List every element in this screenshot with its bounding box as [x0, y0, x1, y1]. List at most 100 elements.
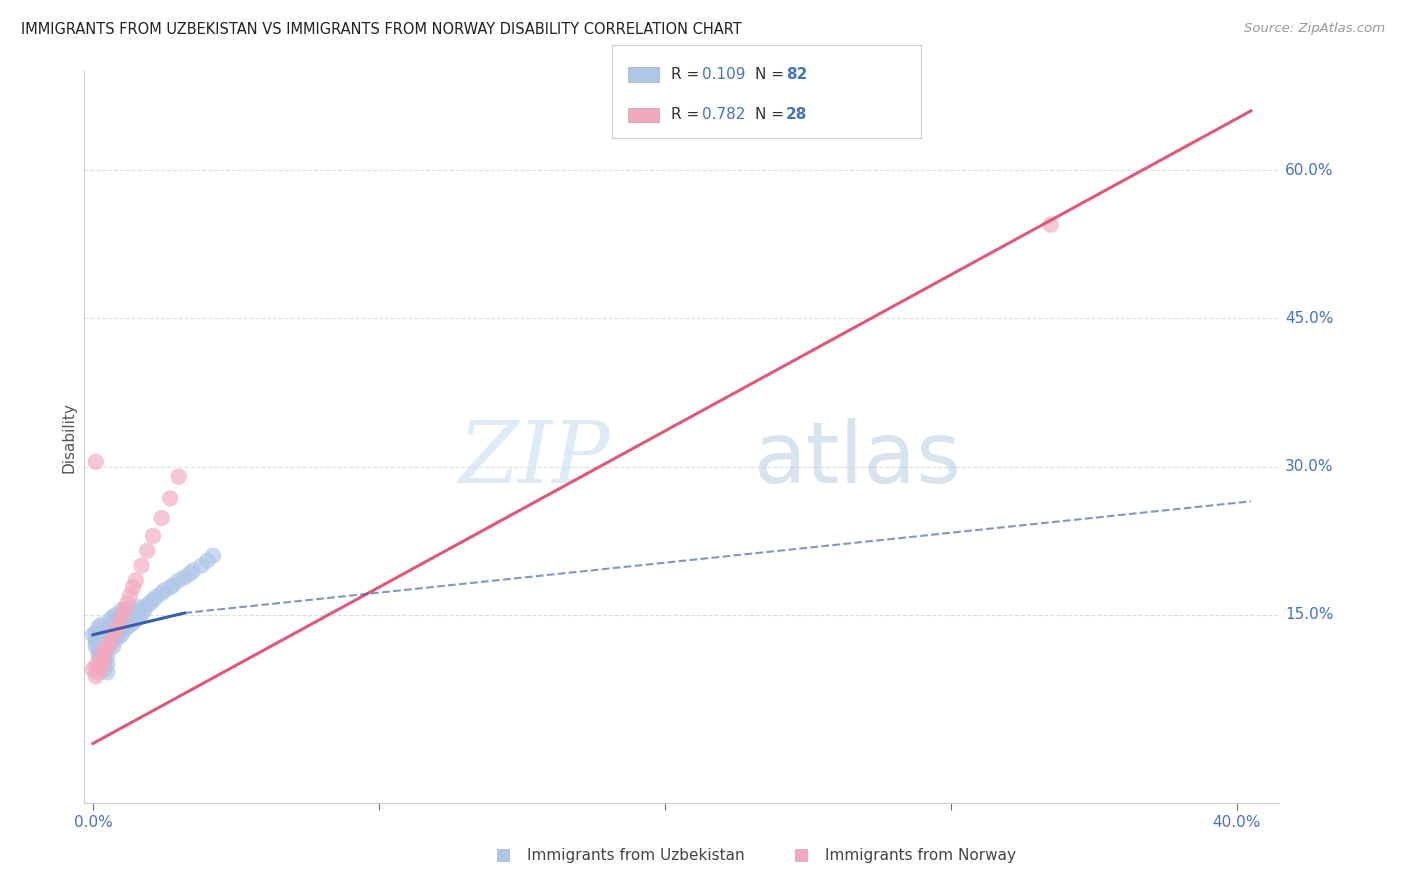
- Point: [84, 632, 107, 646]
- Point: [90, 638, 112, 652]
- Point: [110, 628, 132, 642]
- Point: [104, 623, 127, 637]
- Point: [136, 543, 159, 558]
- Text: 45.0%: 45.0%: [1285, 311, 1333, 326]
- Text: Source: ZipAtlas.com: Source: ZipAtlas.com: [1244, 22, 1385, 36]
- Text: 0.109: 0.109: [702, 67, 745, 82]
- Point: [87, 632, 110, 647]
- Point: [110, 603, 132, 617]
- Point: [90, 657, 112, 672]
- Point: [112, 607, 135, 622]
- Point: [96, 649, 118, 664]
- Point: [82, 628, 104, 642]
- Point: [120, 618, 142, 632]
- Point: [87, 656, 110, 670]
- Point: [159, 491, 181, 506]
- Point: [96, 635, 118, 649]
- Text: 82: 82: [786, 67, 807, 82]
- Point: [98, 638, 121, 652]
- Point: [150, 586, 173, 600]
- Text: ZIP: ZIP: [458, 417, 610, 500]
- Point: [90, 649, 112, 664]
- Point: [93, 656, 115, 670]
- Point: [107, 630, 129, 644]
- Point: [112, 615, 135, 630]
- Point: [93, 642, 115, 657]
- Text: R =: R =: [671, 107, 704, 122]
- Point: [101, 632, 124, 647]
- Point: [98, 613, 121, 627]
- Text: Immigrants from Norway: Immigrants from Norway: [825, 848, 1017, 863]
- Point: [82, 662, 104, 676]
- Point: [125, 613, 148, 627]
- Text: 60.0%: 60.0%: [1285, 162, 1334, 178]
- Point: [87, 628, 110, 642]
- Point: [173, 570, 195, 584]
- Text: N =: N =: [755, 107, 789, 122]
- Point: [87, 620, 110, 634]
- Text: IMMIGRANTS FROM UZBEKISTAN VS IMMIGRANTS FROM NORWAY DISABILITY CORRELATION CHAR: IMMIGRANTS FROM UZBEKISTAN VS IMMIGRANTS…: [21, 22, 742, 37]
- Point: [142, 529, 165, 543]
- Point: [142, 593, 165, 607]
- Point: [87, 640, 110, 654]
- Point: [84, 455, 107, 469]
- Point: [139, 596, 162, 610]
- Point: [122, 615, 145, 630]
- Text: 0.782: 0.782: [702, 107, 745, 122]
- Point: [122, 580, 145, 594]
- Point: [134, 603, 156, 617]
- Point: [96, 628, 118, 642]
- Point: [110, 620, 132, 634]
- Point: [93, 632, 115, 647]
- Point: [90, 618, 112, 632]
- Point: [84, 625, 107, 640]
- Point: [107, 618, 129, 632]
- Text: 28: 28: [786, 107, 807, 122]
- Point: [1039, 218, 1062, 232]
- Point: [93, 662, 115, 676]
- Point: [120, 607, 142, 622]
- Point: [110, 610, 132, 624]
- Point: [101, 640, 124, 654]
- Point: [167, 469, 190, 483]
- Point: [90, 649, 112, 664]
- Text: atlas: atlas: [754, 417, 962, 500]
- Point: [125, 574, 148, 588]
- Point: [136, 598, 159, 612]
- Text: N =: N =: [755, 67, 789, 82]
- Point: [104, 618, 127, 632]
- Text: 30.0%: 30.0%: [1285, 459, 1334, 475]
- Point: [145, 591, 167, 605]
- Point: [167, 574, 190, 588]
- Point: [93, 648, 115, 662]
- Point: [101, 610, 124, 624]
- Point: [107, 623, 129, 637]
- Point: [125, 603, 148, 617]
- Point: [84, 640, 107, 654]
- Text: Immigrants from Uzbekistan: Immigrants from Uzbekistan: [527, 848, 744, 863]
- Point: [112, 603, 135, 617]
- Point: [104, 632, 127, 647]
- Point: [117, 620, 139, 634]
- Point: [195, 554, 218, 568]
- Text: R =: R =: [671, 67, 704, 82]
- Point: [117, 613, 139, 627]
- Text: 15.0%: 15.0%: [1285, 607, 1333, 623]
- Point: [90, 624, 112, 638]
- Point: [101, 628, 124, 642]
- Point: [96, 657, 118, 672]
- Point: [87, 649, 110, 664]
- Point: [128, 600, 150, 615]
- Point: [131, 558, 153, 573]
- Point: [96, 642, 118, 657]
- Point: [98, 620, 121, 634]
- Point: [179, 566, 201, 581]
- Point: [117, 596, 139, 610]
- Point: [159, 580, 181, 594]
- Point: [122, 606, 145, 620]
- Point: [87, 665, 110, 680]
- Point: [90, 642, 112, 657]
- Point: [128, 610, 150, 624]
- Point: [107, 615, 129, 629]
- Point: [104, 607, 127, 622]
